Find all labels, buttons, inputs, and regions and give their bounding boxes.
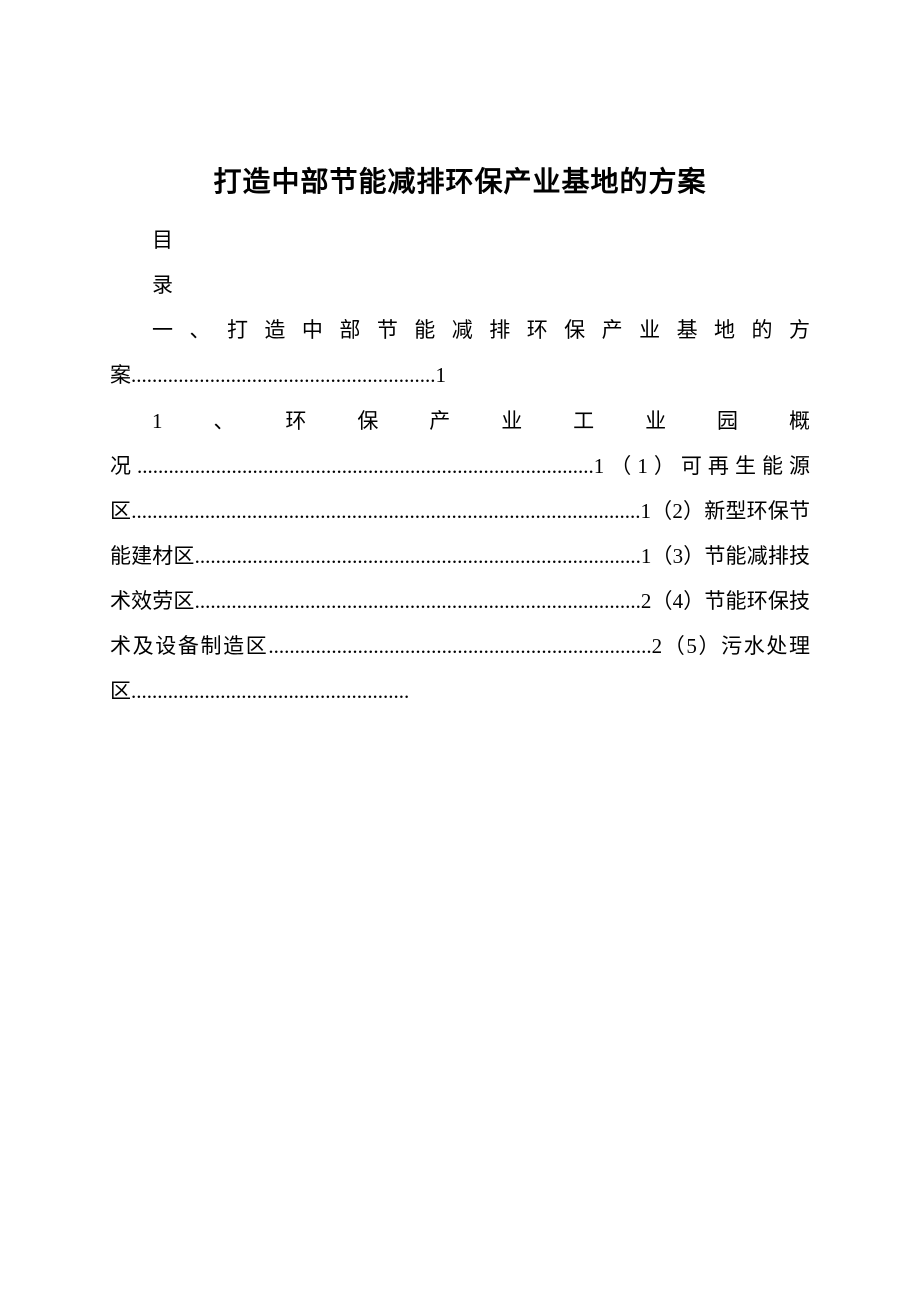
toc-body: 目 录 一、打造中部节能减排环保产业基地的方案.................… [110,218,810,715]
toc-entry-1: 一、打造中部节能减排环保产业基地的方案.....................… [110,308,810,398]
document-title: 打造中部节能减排环保产业基地的方案 [110,160,810,200]
toc-entry-2: 1、环保产业工业园概况.............................… [110,399,810,715]
toc-label-1: 目 [110,218,810,263]
toc-label-2: 录 [110,263,810,308]
